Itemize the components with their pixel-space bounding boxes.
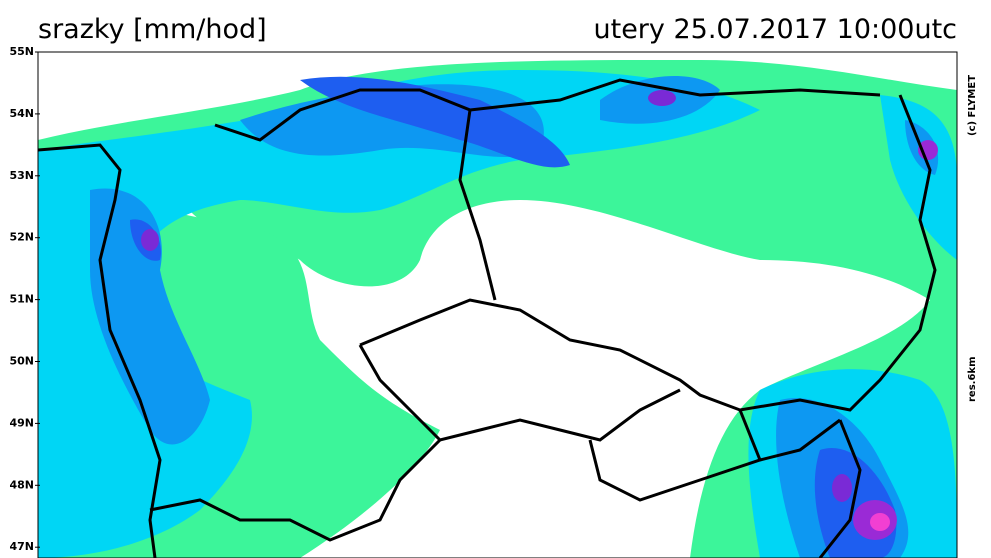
precipitation-field: [38, 60, 957, 558]
lat-label: 52N: [9, 231, 34, 244]
latitude-labels: 55N 54N 53N 52N 51N 50N 49N 48N 47N: [9, 45, 40, 553]
lat-label: 50N: [9, 355, 34, 368]
lat-label: 47N: [9, 540, 34, 553]
credit: (c) FLYMET: [967, 75, 978, 136]
lat-label: 55N: [9, 45, 34, 58]
lat-label: 49N: [9, 416, 34, 429]
map-title: srazky [mm/hod]: [38, 14, 267, 45]
map-frame: [37, 51, 958, 558]
borders: [38, 78, 937, 558]
lat-label: 54N: [9, 107, 34, 120]
lat-label: 53N: [9, 169, 34, 182]
map-timestamp: utery 25.07.2017 10:00utc: [594, 14, 958, 45]
resolution: res.6km: [967, 357, 978, 403]
lat-label: 51N: [9, 293, 34, 306]
lat-label: 48N: [9, 478, 34, 491]
